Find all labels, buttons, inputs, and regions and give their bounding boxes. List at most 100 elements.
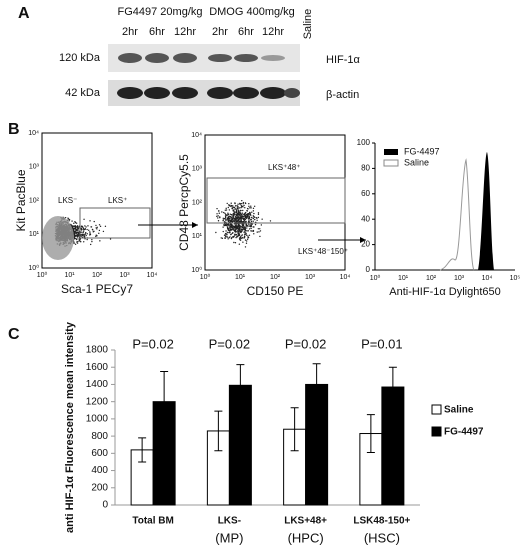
event bbox=[252, 220, 254, 222]
event bbox=[243, 204, 245, 207]
event bbox=[216, 207, 218, 210]
event bbox=[238, 217, 240, 220]
event bbox=[247, 229, 249, 232]
event bbox=[67, 217, 69, 219]
event bbox=[233, 227, 236, 229]
event bbox=[231, 226, 234, 229]
event bbox=[242, 209, 244, 212]
event bbox=[232, 225, 234, 228]
group-label: DMOG 400mg/kg bbox=[209, 6, 295, 18]
event bbox=[234, 202, 236, 204]
event bbox=[224, 215, 227, 217]
event bbox=[237, 234, 240, 236]
event bbox=[96, 228, 98, 230]
event bbox=[237, 212, 239, 214]
event bbox=[227, 224, 229, 226]
x-tick-label: Total BM bbox=[132, 516, 173, 527]
event bbox=[90, 226, 93, 228]
event bbox=[221, 237, 224, 240]
tick-label: 60 bbox=[361, 189, 370, 198]
event bbox=[224, 224, 226, 227]
event bbox=[233, 206, 235, 208]
event bbox=[89, 231, 91, 233]
event bbox=[229, 226, 231, 229]
event bbox=[95, 234, 97, 236]
event bbox=[239, 236, 241, 239]
event bbox=[252, 230, 255, 232]
event bbox=[239, 211, 241, 214]
legend-swatch bbox=[384, 149, 398, 155]
event bbox=[219, 216, 221, 218]
x-tick-label: LSK48-150+ bbox=[353, 516, 410, 527]
event bbox=[223, 221, 226, 223]
event bbox=[244, 239, 247, 241]
event bbox=[249, 213, 252, 216]
event bbox=[246, 240, 248, 242]
event bbox=[245, 211, 247, 214]
event bbox=[242, 241, 244, 243]
event bbox=[82, 231, 84, 234]
event bbox=[88, 229, 90, 232]
event bbox=[77, 229, 79, 231]
event bbox=[84, 233, 87, 235]
event bbox=[259, 235, 261, 238]
row-size: 42 kDa bbox=[65, 87, 101, 99]
event bbox=[246, 227, 248, 229]
event bbox=[235, 209, 238, 211]
tick-label: 10¹ bbox=[192, 233, 203, 240]
event bbox=[231, 216, 233, 219]
event bbox=[245, 213, 248, 216]
event bbox=[243, 213, 245, 216]
event bbox=[240, 228, 243, 230]
event bbox=[221, 211, 223, 213]
event bbox=[98, 224, 101, 226]
event bbox=[246, 207, 249, 210]
event bbox=[254, 223, 257, 226]
event bbox=[232, 228, 234, 231]
event bbox=[76, 227, 79, 229]
event bbox=[258, 231, 260, 233]
gate-label: LKS⁺ bbox=[108, 196, 127, 205]
event bbox=[248, 214, 250, 216]
row-protein: HIF-1α bbox=[326, 54, 361, 66]
event bbox=[81, 234, 84, 237]
tick-label: 10² bbox=[29, 197, 40, 204]
y-tick-label: 0 bbox=[102, 500, 108, 511]
event bbox=[236, 235, 238, 237]
event bbox=[244, 215, 246, 217]
event bbox=[223, 234, 226, 236]
event bbox=[98, 229, 101, 232]
event bbox=[224, 212, 226, 215]
tick-label: 10² bbox=[92, 272, 103, 279]
event bbox=[241, 221, 243, 223]
event bbox=[217, 220, 220, 222]
event bbox=[234, 215, 237, 218]
event bbox=[248, 213, 250, 215]
band bbox=[234, 54, 258, 62]
event bbox=[81, 226, 83, 228]
lane-label: 2hr bbox=[122, 26, 138, 38]
event bbox=[241, 235, 243, 237]
event bbox=[241, 237, 243, 239]
tick-label: 10³ bbox=[454, 275, 465, 282]
event bbox=[243, 229, 246, 231]
event bbox=[241, 199, 243, 202]
event bbox=[237, 229, 240, 231]
tick-label: 10⁰ bbox=[191, 266, 202, 274]
event bbox=[91, 240, 93, 243]
event bbox=[246, 209, 248, 212]
event bbox=[83, 236, 86, 238]
annotation: P=0.02 bbox=[132, 336, 174, 351]
event bbox=[80, 233, 82, 236]
plot-frame bbox=[41, 132, 153, 269]
lane-label: 12hr bbox=[262, 26, 284, 38]
event bbox=[89, 243, 92, 246]
x-tick-sublabel: (HSC) bbox=[364, 530, 400, 545]
event bbox=[224, 237, 226, 239]
event bbox=[64, 216, 67, 219]
band bbox=[260, 87, 286, 99]
event bbox=[73, 234, 76, 236]
event bbox=[74, 243, 77, 245]
event bbox=[247, 218, 250, 220]
event bbox=[237, 210, 240, 212]
